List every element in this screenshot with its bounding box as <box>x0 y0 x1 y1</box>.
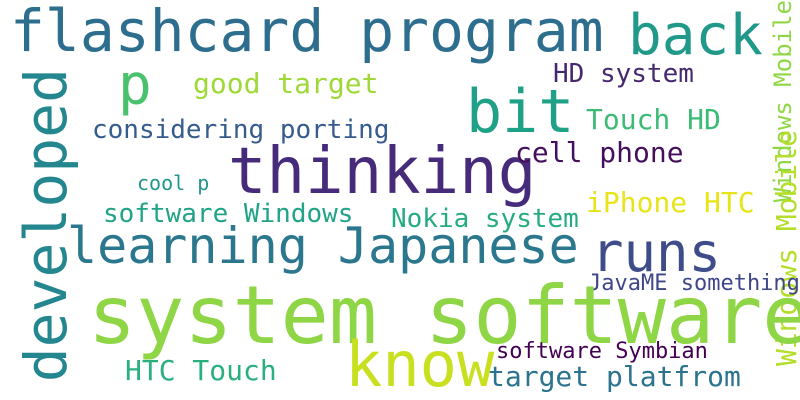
word-software-symbian: software Symbian <box>496 339 708 364</box>
word-htc-touch: HTC Touch <box>125 354 277 387</box>
word-considering-porting: considering porting <box>92 115 390 145</box>
word-software-windows: software Windows <box>103 199 354 229</box>
word-iphone-htc: iPhone HTC <box>586 186 755 219</box>
word-bit: bit <box>466 77 575 147</box>
word-runs: runs <box>591 221 722 284</box>
word-javame-something: JavaME something <box>588 271 800 296</box>
word-hd-system: HD system <box>553 59 694 89</box>
word-cool-p: cool p <box>137 171 210 195</box>
word-cell-phone: cell phone <box>515 136 684 169</box>
word-back: back <box>628 3 763 68</box>
word-flashcard-program: flashcard program <box>10 0 604 65</box>
word-system-software: system software <box>88 269 800 362</box>
word-thinking: thinking <box>228 135 537 209</box>
word-target-platfrom: target platfrom <box>488 360 741 393</box>
word-learning-japanese: learning Japanese <box>67 217 579 275</box>
word-good-target: good target <box>193 67 379 100</box>
word-touch-hd: Touch HD <box>586 103 721 136</box>
word-p: p <box>118 53 152 118</box>
word-know: know <box>345 328 495 400</box>
word-nokia-system: Nokia system <box>391 204 579 234</box>
